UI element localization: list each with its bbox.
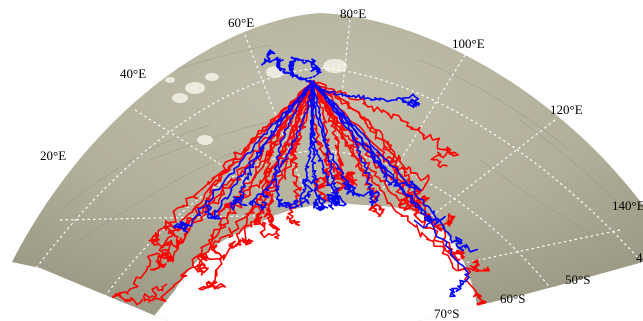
- lat-label-70s: 70°S: [434, 306, 459, 321]
- graticule: [19, 19, 641, 311]
- red-track-6: [253, 81, 315, 240]
- red-track-24: [142, 81, 314, 303]
- red-track-9: [311, 80, 332, 202]
- blue-track-1: [203, 80, 314, 220]
- red-track-5: [228, 80, 315, 249]
- blue-tracks: [172, 49, 478, 298]
- lat-label-60s: 60°S: [500, 291, 525, 306]
- blue-track-14: [310, 80, 347, 207]
- lon-label-40e: 40°E: [120, 66, 146, 81]
- latitude-labels: 50°S 60°S 70°S: [434, 272, 590, 321]
- blue-track-4: [273, 81, 314, 210]
- blue-track-16: [312, 81, 478, 253]
- blue-track-3: [248, 82, 314, 211]
- edge-label-40: 4: [636, 250, 643, 265]
- red-track-18: [313, 81, 497, 318]
- red-track-17: [312, 81, 490, 273]
- red-track-19: [148, 81, 315, 249]
- blue-track-0: [172, 81, 314, 233]
- lon-label-60e: 60°E: [228, 15, 254, 30]
- lon-label-140e: 140°E: [612, 198, 643, 213]
- red-track-20: [163, 80, 314, 247]
- red-track-16: [312, 81, 465, 262]
- blue-origin-loop: [288, 59, 320, 80]
- red-track-3: [193, 82, 313, 276]
- antarctic-ice: [150, 203, 480, 321]
- blue-track-15: [312, 81, 446, 229]
- lat-label-50s: 50°S: [565, 272, 590, 287]
- blue-track-7: [312, 80, 341, 210]
- red-track-21: [210, 79, 316, 218]
- blue-track-2: [229, 81, 314, 211]
- lon-label-20e: 20°E: [40, 148, 66, 163]
- red-track-25: [198, 80, 315, 291]
- lon-label-100e: 100°E: [452, 36, 485, 51]
- lon-label-120e: 120°E: [550, 102, 583, 117]
- lon-label-80e: 80°E: [340, 6, 366, 21]
- tracks: [111, 49, 497, 318]
- blue-track-8: [311, 80, 357, 197]
- longitude-labels: 20°E 40°E 60°E 80°E 100°E 120°E 140°E: [40, 6, 643, 213]
- blue-track-17: [312, 81, 470, 298]
